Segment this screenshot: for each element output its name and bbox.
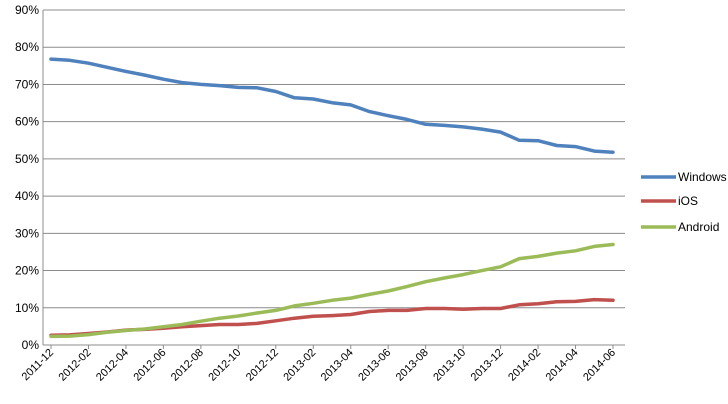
- y-tick-label: 60%: [15, 115, 39, 129]
- legend-label-android: Android: [678, 220, 719, 234]
- y-tick-label: 10%: [15, 301, 39, 315]
- x-tick-label: 2012-10: [206, 347, 243, 384]
- x-tick-label: 2012-08: [169, 347, 206, 384]
- y-tick-label: 70%: [15, 77, 39, 91]
- x-tick-label: 2013-10: [431, 347, 468, 384]
- gridlines: [43, 9, 625, 309]
- y-tick-label: 30%: [15, 226, 39, 240]
- x-tick-label: 2013-06: [356, 347, 393, 384]
- x-tick-label: 2013-04: [319, 347, 356, 384]
- series-line-windows: [49, 57, 615, 154]
- x-tick-label: 2011-12: [20, 347, 56, 383]
- y-tick-label: 0%: [22, 338, 40, 352]
- y-tick-label: 50%: [15, 152, 39, 166]
- axes: [42, 10, 625, 346]
- x-tick-label: 2012-06: [131, 347, 168, 384]
- x-tick-label: 2014-06: [581, 347, 618, 384]
- x-tick-label: 2012-02: [57, 347, 94, 384]
- x-tick-label: 2013-08: [394, 347, 431, 384]
- legend-label-ios: iOS: [678, 194, 698, 208]
- x-tick-label: 2012-04: [94, 347, 131, 384]
- y-tick-label: 90%: [15, 3, 39, 17]
- x-tick-label: 2013-12: [469, 347, 506, 384]
- legend: Windows iOS Android: [641, 170, 727, 234]
- x-axis-ticks: 2011-12 2012-02 2012-04 2012-06 2012-08 2012-…: [20, 345, 618, 384]
- x-tick-label: 2014-02: [506, 347, 543, 384]
- x-tick-label: 2012-12: [244, 347, 281, 384]
- legend-label-windows: Windows: [678, 170, 727, 184]
- series-line-android: [49, 242, 615, 339]
- y-tick-label: 20%: [15, 264, 39, 278]
- y-tick-label: 80%: [15, 40, 39, 54]
- x-tick-label: 2013-02: [281, 347, 318, 384]
- y-tick-label: 40%: [15, 189, 39, 203]
- series-lines: [49, 57, 615, 339]
- y-axis-ticks: 0% 10% 20% 30% 40% 50% 60% 70% 80% 90%: [15, 3, 39, 352]
- x-tick-label: 2014-04: [544, 347, 581, 384]
